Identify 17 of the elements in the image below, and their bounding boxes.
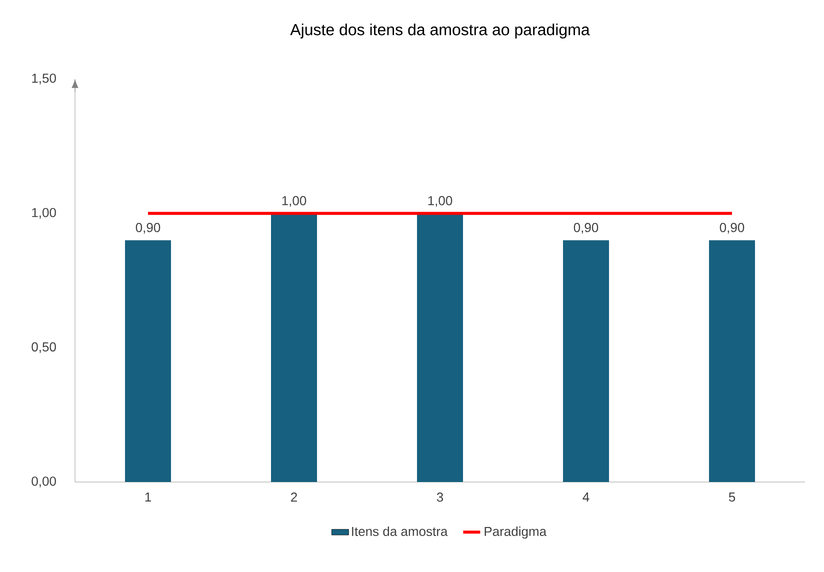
x-tick-label: 3 bbox=[436, 492, 444, 502]
data-label: 0,90 bbox=[136, 222, 160, 234]
y-tick-label: 0,50 bbox=[32, 342, 56, 354]
y-tick-label: 1,50 bbox=[32, 74, 56, 84]
x-tick-label: 2 bbox=[291, 492, 297, 502]
legend-label: Itens da amostra bbox=[352, 526, 448, 536]
y-tick-label: 1,00 bbox=[32, 208, 56, 219]
data-label: 0,90 bbox=[720, 222, 744, 234]
data-label: 0,90 bbox=[574, 222, 598, 234]
legend-label: Paradigma bbox=[484, 526, 547, 539]
x-tick-label: 4 bbox=[582, 492, 590, 502]
y-tick-label: 0,00 bbox=[32, 476, 56, 488]
data-label: 1,00 bbox=[282, 196, 306, 207]
chart-title: Ajuste dos itens da amostra ao paradigma bbox=[290, 24, 590, 38]
x-tick-label: 1 bbox=[145, 492, 151, 502]
x-tick-label: 5 bbox=[728, 492, 736, 502]
data-label: 1,00 bbox=[428, 196, 452, 207]
